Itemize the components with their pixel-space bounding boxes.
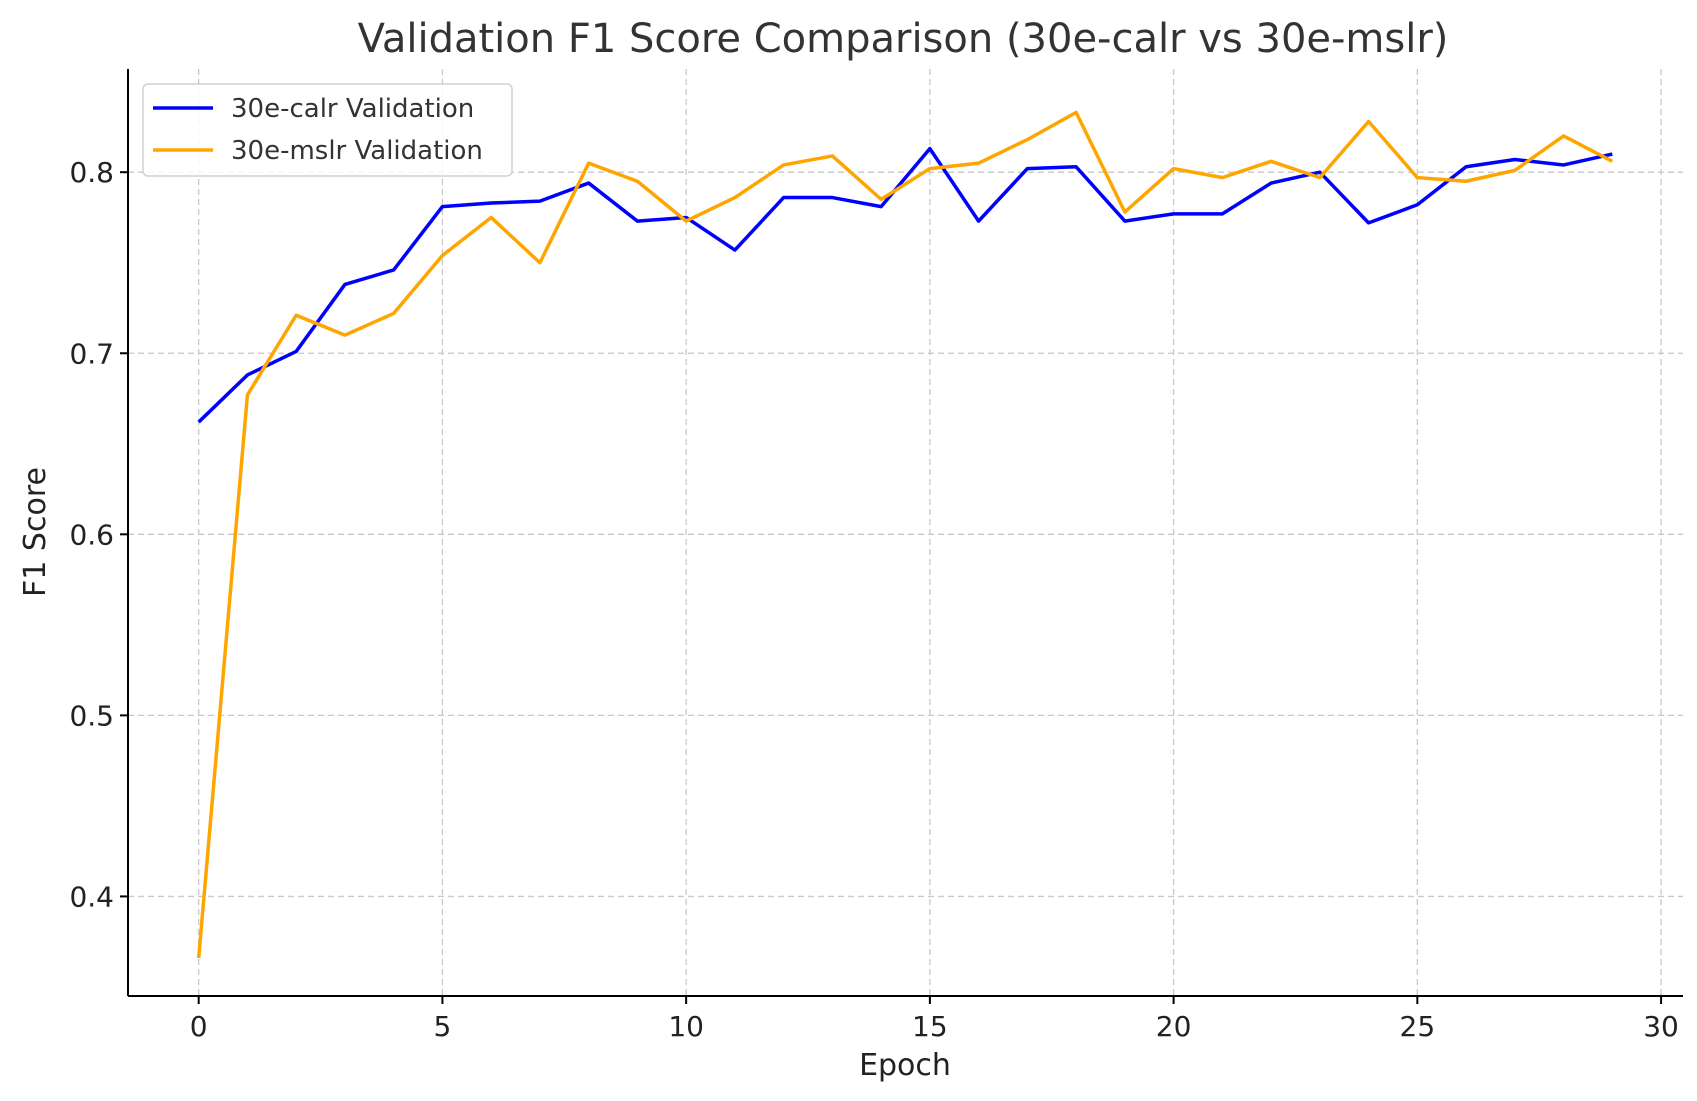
legend-label-30e-calr: 30e-calr Validation: [231, 94, 474, 124]
y-tick-label: 0.7: [69, 337, 114, 370]
series-lines: [196, 110, 1614, 959]
y-tick-label: 0.6: [69, 518, 114, 551]
y-tick-label: 0.4: [69, 880, 114, 913]
series-line-30e-mslr: [196, 110, 1614, 959]
legend-box: [142, 83, 513, 177]
x-axis-ticks: 0 5 10 15 20 25 30: [190, 996, 1679, 1043]
x-tick-label: 15: [912, 1010, 948, 1043]
y-axis-ticks: 0.4 0.5 0.6 0.7 0.8: [69, 156, 128, 913]
x-tick-label: 25: [1400, 1010, 1436, 1043]
x-tick-label: 10: [668, 1010, 704, 1043]
x-tick-label: 20: [1156, 1010, 1192, 1043]
legend-label-30e-mslr: 30e-mslr Validation: [231, 136, 483, 166]
x-tick-label: 0: [190, 1010, 208, 1043]
series-line-30e-calr: [197, 146, 1613, 424]
y-axis-label: F1 Score: [18, 467, 53, 597]
x-axis-label: Epoch: [859, 1048, 951, 1083]
y-tick-label: 0.8: [69, 156, 114, 189]
y-tick-label: 0.5: [69, 699, 114, 732]
legend: 30e-calr Validation 30e-mslr Validation: [142, 83, 513, 177]
axes-spines: [127, 69, 1683, 997]
x-tick-label: 5: [433, 1010, 451, 1043]
grid: [128, 69, 1683, 996]
x-tick-label: 30: [1643, 1010, 1679, 1043]
chart-title: Validation F1 Score Comparison (30e-calr…: [358, 16, 1449, 62]
